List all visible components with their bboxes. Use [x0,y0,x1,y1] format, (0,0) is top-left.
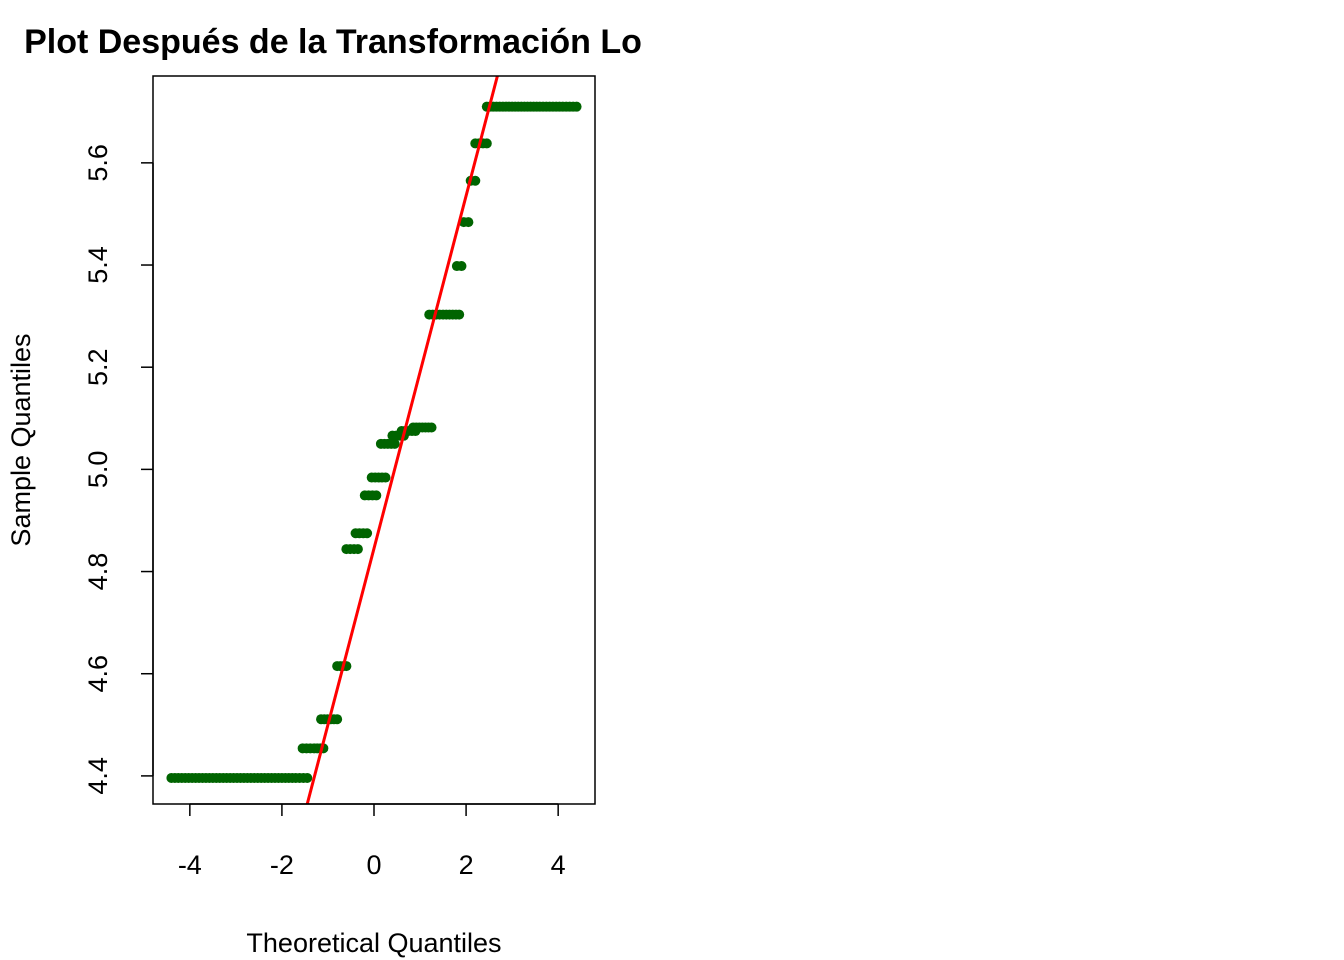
y-axis: 4.4 4.6 4.8 5.0 5.2 5.4 5.6 [83,144,154,795]
data-point [302,772,313,783]
y-tick-label: 5.6 [83,144,113,182]
data-point [352,544,363,555]
data-point [332,714,343,725]
data-point [426,422,437,433]
x-tick-label: -4 [178,850,202,880]
y-tick-label: 5.2 [83,348,113,386]
data-point [389,438,400,449]
x-tick-label: 4 [551,850,566,880]
x-axis: -4 -2 0 2 4 [178,803,566,880]
data-point [470,175,481,186]
data-points [166,101,582,783]
data-point [463,217,474,228]
data-point [380,472,391,483]
data-point [454,309,465,320]
data-point [456,261,467,272]
chart-title: Plot Después de la Transformación Lo [24,23,642,61]
data-point [481,138,492,149]
y-tick-label: 5.0 [83,451,113,489]
plot-frame [152,75,596,805]
x-tick-label: 0 [366,850,381,880]
reference-line-layer [305,75,499,805]
y-axis-label: Sample Quantiles [6,333,36,546]
y-tick-label: 4.8 [83,553,113,591]
y-tick-label: 5.4 [83,246,113,284]
y-tick-label: 4.6 [83,655,113,693]
x-axis-label: Theoretical Quantiles [246,928,501,958]
x-tick-label: -2 [270,850,294,880]
data-point [571,101,582,112]
y-tick-label: 4.4 [83,757,113,795]
x-tick-label: 2 [459,850,474,880]
reference-line [305,75,499,805]
data-point [371,490,382,501]
data-point [362,528,373,539]
